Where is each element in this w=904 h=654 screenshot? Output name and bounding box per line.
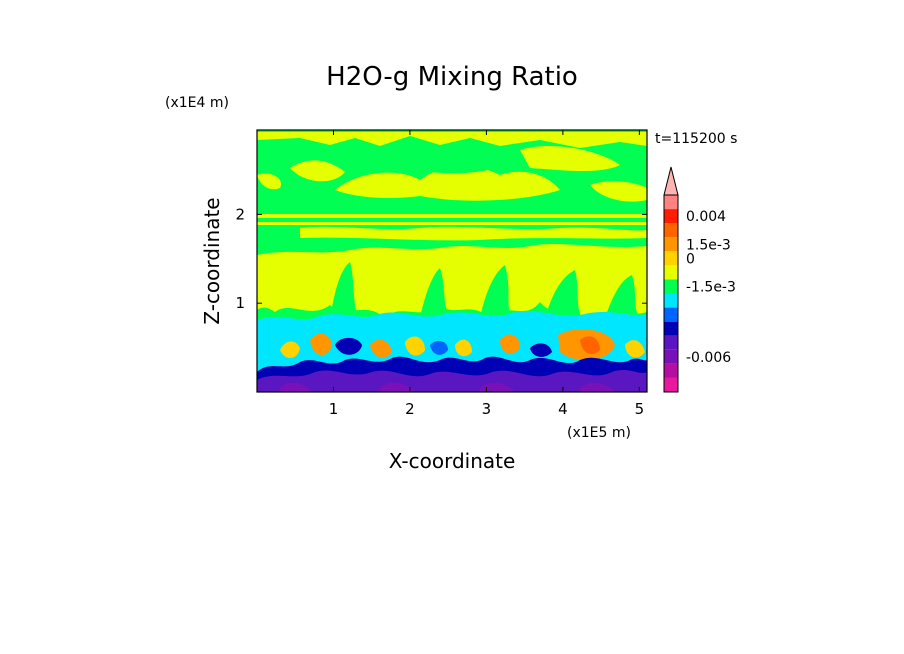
field-patch — [310, 333, 332, 356]
field-patch — [590, 181, 647, 202]
y-axis-label: Z-coordinate — [200, 197, 224, 324]
field-patch — [330, 262, 358, 318]
x-axis: 1 2 3 4 5 — [329, 130, 644, 418]
field-patch — [580, 382, 615, 392]
field-patch — [300, 226, 647, 241]
colorbar-swatch — [664, 363, 678, 378]
colorbar-label: 0.004 — [686, 209, 726, 225]
plot-frame — [256, 129, 648, 393]
field-patch — [430, 340, 448, 355]
y-unit-label: (x1E4 m) — [165, 95, 229, 111]
x-unit-label: (x1E5 m) — [567, 425, 631, 441]
colorbar-label: -0.006 — [686, 350, 731, 366]
field-patch — [500, 334, 520, 354]
colorbar-label: 1.5e-3 — [686, 237, 731, 253]
field-patch — [520, 145, 620, 172]
field-patch — [545, 270, 582, 318]
field-patch — [257, 132, 647, 148]
colorbar-swatch — [664, 335, 678, 350]
field-patch — [380, 382, 415, 392]
x-tick-label: 2 — [405, 400, 415, 418]
field-patch — [257, 222, 647, 225]
x-tick-label: 4 — [558, 400, 568, 418]
field-patch — [530, 343, 552, 357]
x-axis-label: X-coordinate — [389, 449, 516, 473]
field-patch — [420, 268, 450, 318]
colorbar-swatch — [664, 237, 678, 252]
field-patch — [405, 336, 425, 356]
field-patch — [480, 382, 515, 392]
colorbar-swatch — [664, 307, 678, 322]
colorbar-frame — [663, 194, 679, 393]
colorbar-swatch — [664, 209, 678, 224]
field-patch — [280, 382, 312, 392]
field-patch — [335, 337, 362, 355]
colorbar-swatch — [664, 251, 678, 266]
colorbar: 0.004 1.5e-30 -1.5e-3 -0.006 — [663, 166, 736, 393]
time-label: t=115200 s — [655, 131, 737, 147]
colorbar-swatch — [664, 279, 678, 294]
y-tick-label: 1 — [235, 294, 245, 312]
x-tick-label: 5 — [635, 400, 645, 418]
field-patch — [280, 341, 300, 359]
contour-field — [257, 130, 647, 392]
colorbar-swatch — [664, 349, 678, 364]
field-patch — [480, 265, 512, 318]
field-patch — [257, 173, 281, 190]
field-patch — [455, 339, 472, 357]
colorbar-swatch — [664, 195, 678, 210]
x-tick-label: 1 — [329, 400, 339, 418]
y-tick-label: 2 — [235, 205, 245, 223]
field-patch — [290, 160, 345, 182]
field-patch — [605, 275, 640, 318]
field-patch — [257, 214, 647, 218]
colorbar-extend-arrow — [663, 166, 679, 196]
colorbar-label: -1.5e-3 — [686, 279, 736, 295]
field-patch — [370, 339, 392, 358]
chart-title: H2O-g Mixing Ratio — [326, 62, 578, 92]
colorbar-swatch — [664, 265, 678, 280]
field-patch — [257, 370, 647, 392]
colorbar-label: 0 — [686, 251, 695, 267]
field-patch — [580, 336, 600, 355]
field-patch — [625, 340, 645, 358]
colorbar-swatch — [664, 293, 678, 308]
colorbar-swatch — [664, 377, 678, 392]
field-patch — [410, 154, 505, 174]
y-axis: 12 — [235, 205, 647, 312]
field-patch — [335, 165, 560, 201]
x-tick-label: 3 — [482, 400, 492, 418]
colorbar-swatch — [664, 223, 678, 238]
colorbar-swatch — [664, 321, 678, 336]
